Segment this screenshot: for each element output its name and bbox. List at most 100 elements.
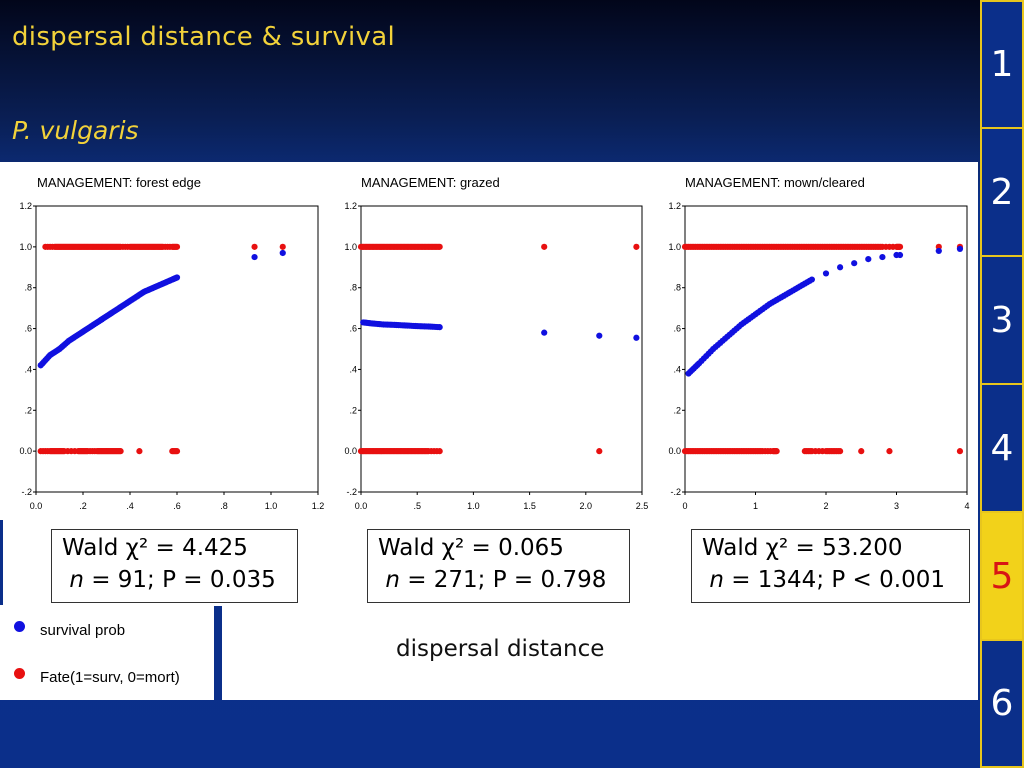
stats-box-forest-edge: Wald χ² = 4.425 n = 91; P = 0.035 [51, 529, 298, 603]
fate-point-died [807, 448, 814, 455]
stats-n: n = 91; P = 0.035 [62, 564, 287, 596]
x-tick-label: 3 [894, 501, 899, 511]
survival-prob-point [694, 361, 701, 369]
survival-prob-point [806, 277, 813, 285]
y-tick-label: .8 [24, 283, 32, 293]
charts-svg: MANAGEMENT: forest edge -.2 0.0 .2 .4 .6 .8 1.0… [19, 175, 969, 511]
x-tick-label: 2 [823, 501, 828, 511]
y-tick-label: .2 [673, 405, 681, 415]
stats-n-symbol: n [709, 567, 724, 593]
y-tick-label: .8 [673, 283, 681, 293]
stats-wald: Wald χ² = 0.065 [378, 535, 564, 561]
y-tick-label: .6 [673, 324, 681, 334]
legend-fate-label: Fate(1=surv, 0=mort) [40, 669, 180, 686]
fate-point-died [886, 448, 893, 455]
survival-prob-point [837, 264, 844, 271]
x-tick-label: 2.5 [636, 501, 649, 511]
fate-point-died [116, 448, 123, 455]
x-tick-label: .4 [126, 501, 134, 511]
x-tick-label: 2.0 [580, 501, 593, 511]
x-tick-label: 1.0 [467, 501, 480, 511]
x-tick-label: 1.5 [523, 501, 536, 511]
survival-prob-point [956, 245, 964, 252]
fate-point-died [819, 448, 826, 455]
chart-title: MANAGEMENT: forest edge [37, 175, 201, 190]
fate-point-died [596, 448, 603, 455]
legend-survival-dot [14, 621, 25, 632]
survival-prob-point [822, 270, 830, 277]
slide-nav: 1 2 3 4 5 6 [980, 0, 1024, 768]
panel-edge-strip [0, 520, 3, 605]
y-tick-label: .4 [349, 364, 357, 374]
fate-point-survived [251, 243, 258, 250]
fate-point-died [172, 448, 179, 455]
y-tick-label: .2 [24, 405, 32, 415]
nav-item-5[interactable]: 5 [980, 511, 1024, 641]
fate-point-died [835, 448, 842, 455]
survival-prob-point [750, 312, 757, 320]
nav-item-1[interactable]: 1 [980, 0, 1024, 129]
stats-n-rest: = 271; P = 0.798 [399, 567, 607, 593]
survival-prob-point [173, 274, 180, 281]
legend-fate: Fate(1=surv, 0=mort) [14, 668, 180, 686]
survival-prob-point [879, 253, 886, 261]
nav-item-2[interactable]: 2 [980, 127, 1024, 257]
survival-prob-point [633, 334, 640, 341]
fate-point-died [757, 448, 764, 455]
plot-frame [360, 205, 643, 493]
survival-prob-point [541, 329, 548, 336]
slide-title: dispersal distance & survival [12, 22, 395, 52]
fate-point-died [772, 448, 779, 455]
x-axis-title: dispersal distance [396, 636, 605, 662]
fate-point-died [433, 448, 440, 455]
x-tick-label: 4 [964, 501, 969, 511]
survival-prob-point [735, 323, 743, 330]
survival-prob-point [764, 302, 771, 309]
stats-n-rest: = 1344; P < 0.001 [723, 567, 945, 593]
x-tick-label: .8 [220, 501, 228, 511]
legend-survival-label: survival prob [40, 622, 126, 639]
survival-prob-point [792, 285, 799, 293]
y-tick-label: -.2 [670, 487, 681, 497]
y-tick-label: .4 [673, 364, 681, 374]
nav-item-6[interactable]: 6 [980, 639, 1024, 768]
fate-point-survived [889, 243, 897, 250]
survival-prob-point [896, 251, 904, 259]
x-tick-label: 0 [682, 501, 687, 511]
survival-prob-point [851, 260, 858, 267]
fate-point-survived [541, 243, 548, 250]
y-tick-label: 1.2 [19, 201, 32, 211]
y-tick-label: 1.0 [668, 242, 681, 252]
survival-prob-point [596, 332, 603, 339]
nav-item-4[interactable]: 4 [980, 383, 1024, 513]
stats-n: n = 271; P = 0.798 [378, 564, 619, 596]
stats-wald: Wald χ² = 53.200 [702, 535, 903, 561]
fate-point-survived [279, 243, 286, 250]
x-tick-label: 1.2 [312, 501, 325, 511]
survival-prob-point [279, 249, 286, 257]
slide-subtitle: P. vulgaris [12, 116, 139, 145]
chart-title: MANAGEMENT: grazed [361, 175, 500, 190]
stats-n: n = 1344; P < 0.001 [702, 564, 959, 596]
fate-point-survived [633, 243, 640, 250]
y-tick-label: .8 [349, 283, 357, 293]
y-tick-label: 0.0 [344, 446, 357, 456]
stats-box-mown-cleared: Wald χ² = 53.200 n = 1344; P < 0.001 [691, 529, 970, 603]
y-tick-label: .4 [24, 364, 32, 374]
stats-wald: Wald χ² = 4.425 [62, 535, 248, 561]
y-tick-label: 1.2 [668, 201, 681, 211]
y-tick-label: 0.0 [668, 446, 681, 456]
fate-point-died [136, 448, 143, 455]
stats-n-rest: = 91; P = 0.035 [83, 567, 276, 593]
y-tick-label: 1.2 [344, 201, 357, 211]
fate-point-died [59, 448, 67, 455]
nav-item-3[interactable]: 3 [980, 255, 1024, 385]
survival-prob-point [721, 335, 729, 342]
fate-point-survived [896, 243, 903, 250]
survival-prob-point [707, 348, 714, 355]
y-tick-label: 1.0 [344, 242, 357, 252]
x-tick-label: .5 [413, 501, 421, 511]
x-tick-label: .2 [79, 501, 87, 511]
legend-fate-dot [14, 668, 25, 679]
fate-point-survived [877, 243, 884, 250]
